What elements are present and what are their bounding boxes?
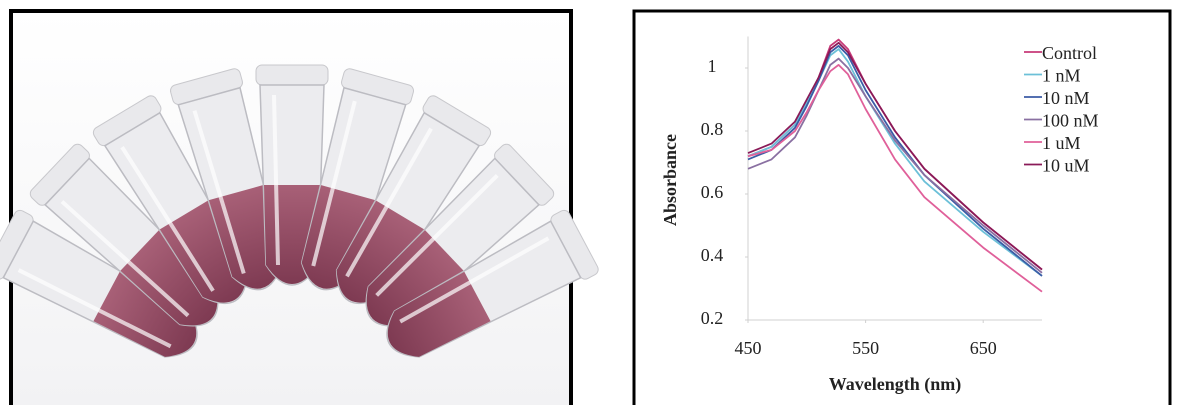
- legend-label: 10 uM: [1042, 156, 1090, 176]
- legend-label: 100 nM: [1042, 111, 1099, 131]
- y-tick-label: 0.2: [701, 308, 724, 328]
- legend-label: Control: [1042, 43, 1097, 63]
- legend-label: 1 uM: [1042, 133, 1081, 153]
- y-tick-label: 1: [708, 56, 717, 76]
- legend-label: 10 nM: [1042, 88, 1090, 108]
- figure: Absorbance Wavelength (nm) 0.2 0.4 0.6 0.8 1…: [0, 0, 1181, 405]
- y-axis-title: Absorbance: [660, 134, 680, 226]
- photo-panel: [0, 11, 600, 405]
- x-axis-title: Wavelength (nm): [829, 374, 962, 395]
- y-tick-label: 0.8: [701, 119, 724, 139]
- tube-cap: [256, 65, 328, 85]
- x-tick-label: 650: [970, 338, 997, 358]
- legend-label: 1 nM: [1042, 66, 1081, 86]
- x-tick-label: 450: [735, 338, 762, 358]
- y-tick-label: 0.4: [701, 245, 724, 265]
- y-tick-label: 0.6: [701, 182, 724, 202]
- x-tick-label: 550: [852, 338, 879, 358]
